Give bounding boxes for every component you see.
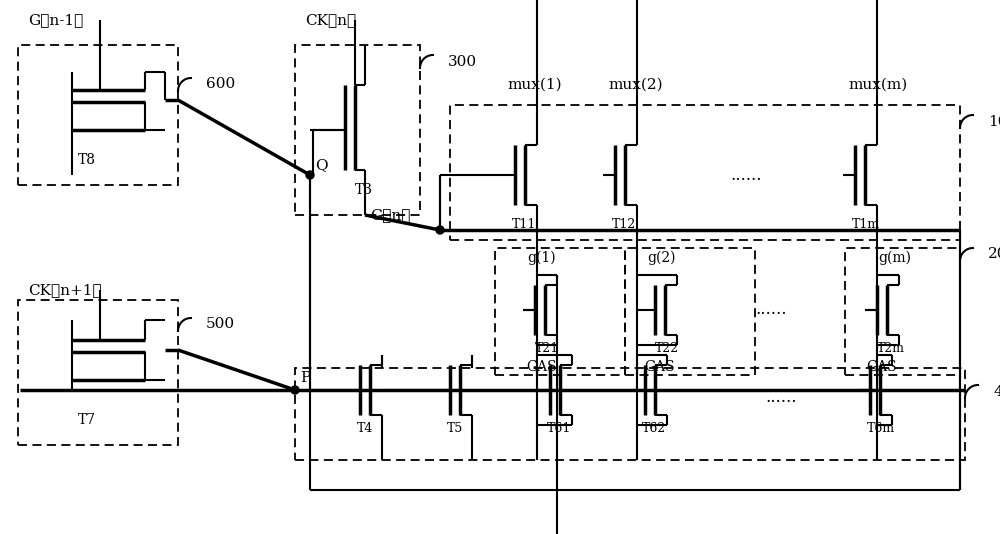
Text: T61: T61 <box>547 422 571 436</box>
Text: T3: T3 <box>355 183 373 197</box>
Circle shape <box>436 226 444 234</box>
Circle shape <box>291 386 299 394</box>
Bar <box>495 248 625 375</box>
Text: T6m: T6m <box>867 422 895 436</box>
Text: 300: 300 <box>448 54 477 68</box>
Bar <box>845 248 960 375</box>
Text: T2m: T2m <box>877 342 905 356</box>
Text: g(m): g(m) <box>878 251 911 265</box>
Text: G（n）: G（n） <box>370 208 410 222</box>
Text: 400: 400 <box>993 384 1000 398</box>
Text: T1m: T1m <box>852 218 880 232</box>
Text: mux(2): mux(2) <box>608 78 663 92</box>
Bar <box>295 45 420 215</box>
Text: P: P <box>300 371 310 385</box>
Text: 600: 600 <box>206 77 235 91</box>
Text: 200: 200 <box>988 247 1000 262</box>
Bar <box>18 45 178 185</box>
Text: mux(m): mux(m) <box>848 78 907 92</box>
Bar <box>18 300 178 445</box>
Text: T7: T7 <box>78 413 96 427</box>
Text: mux(1): mux(1) <box>507 78 562 92</box>
Text: g(1): g(1) <box>527 251 556 265</box>
Text: CK（n+1）: CK（n+1） <box>28 283 102 297</box>
Text: T4: T4 <box>357 422 373 436</box>
Text: 500: 500 <box>206 318 235 332</box>
Text: ......: ...... <box>755 302 786 318</box>
Text: T8: T8 <box>78 153 96 167</box>
Text: 100: 100 <box>988 114 1000 129</box>
Bar <box>625 248 755 375</box>
Text: T21: T21 <box>535 342 559 356</box>
Text: GAS: GAS <box>527 360 557 374</box>
Circle shape <box>306 171 314 179</box>
Text: T5: T5 <box>447 422 463 436</box>
Text: ......: ...... <box>730 167 762 184</box>
Text: CK（n）: CK（n） <box>305 13 356 27</box>
Text: T12: T12 <box>612 218 636 232</box>
Text: ......: ...... <box>765 389 796 406</box>
Bar <box>450 105 960 240</box>
Text: GAS: GAS <box>867 360 897 374</box>
Text: T11: T11 <box>512 218 536 232</box>
Text: g(2): g(2) <box>647 251 676 265</box>
Text: G（n-1）: G（n-1） <box>28 13 83 27</box>
Text: GAS: GAS <box>645 360 675 374</box>
Text: T62: T62 <box>642 422 666 436</box>
Text: T22: T22 <box>655 342 679 356</box>
Text: Q: Q <box>315 158 328 172</box>
Bar <box>295 368 965 460</box>
